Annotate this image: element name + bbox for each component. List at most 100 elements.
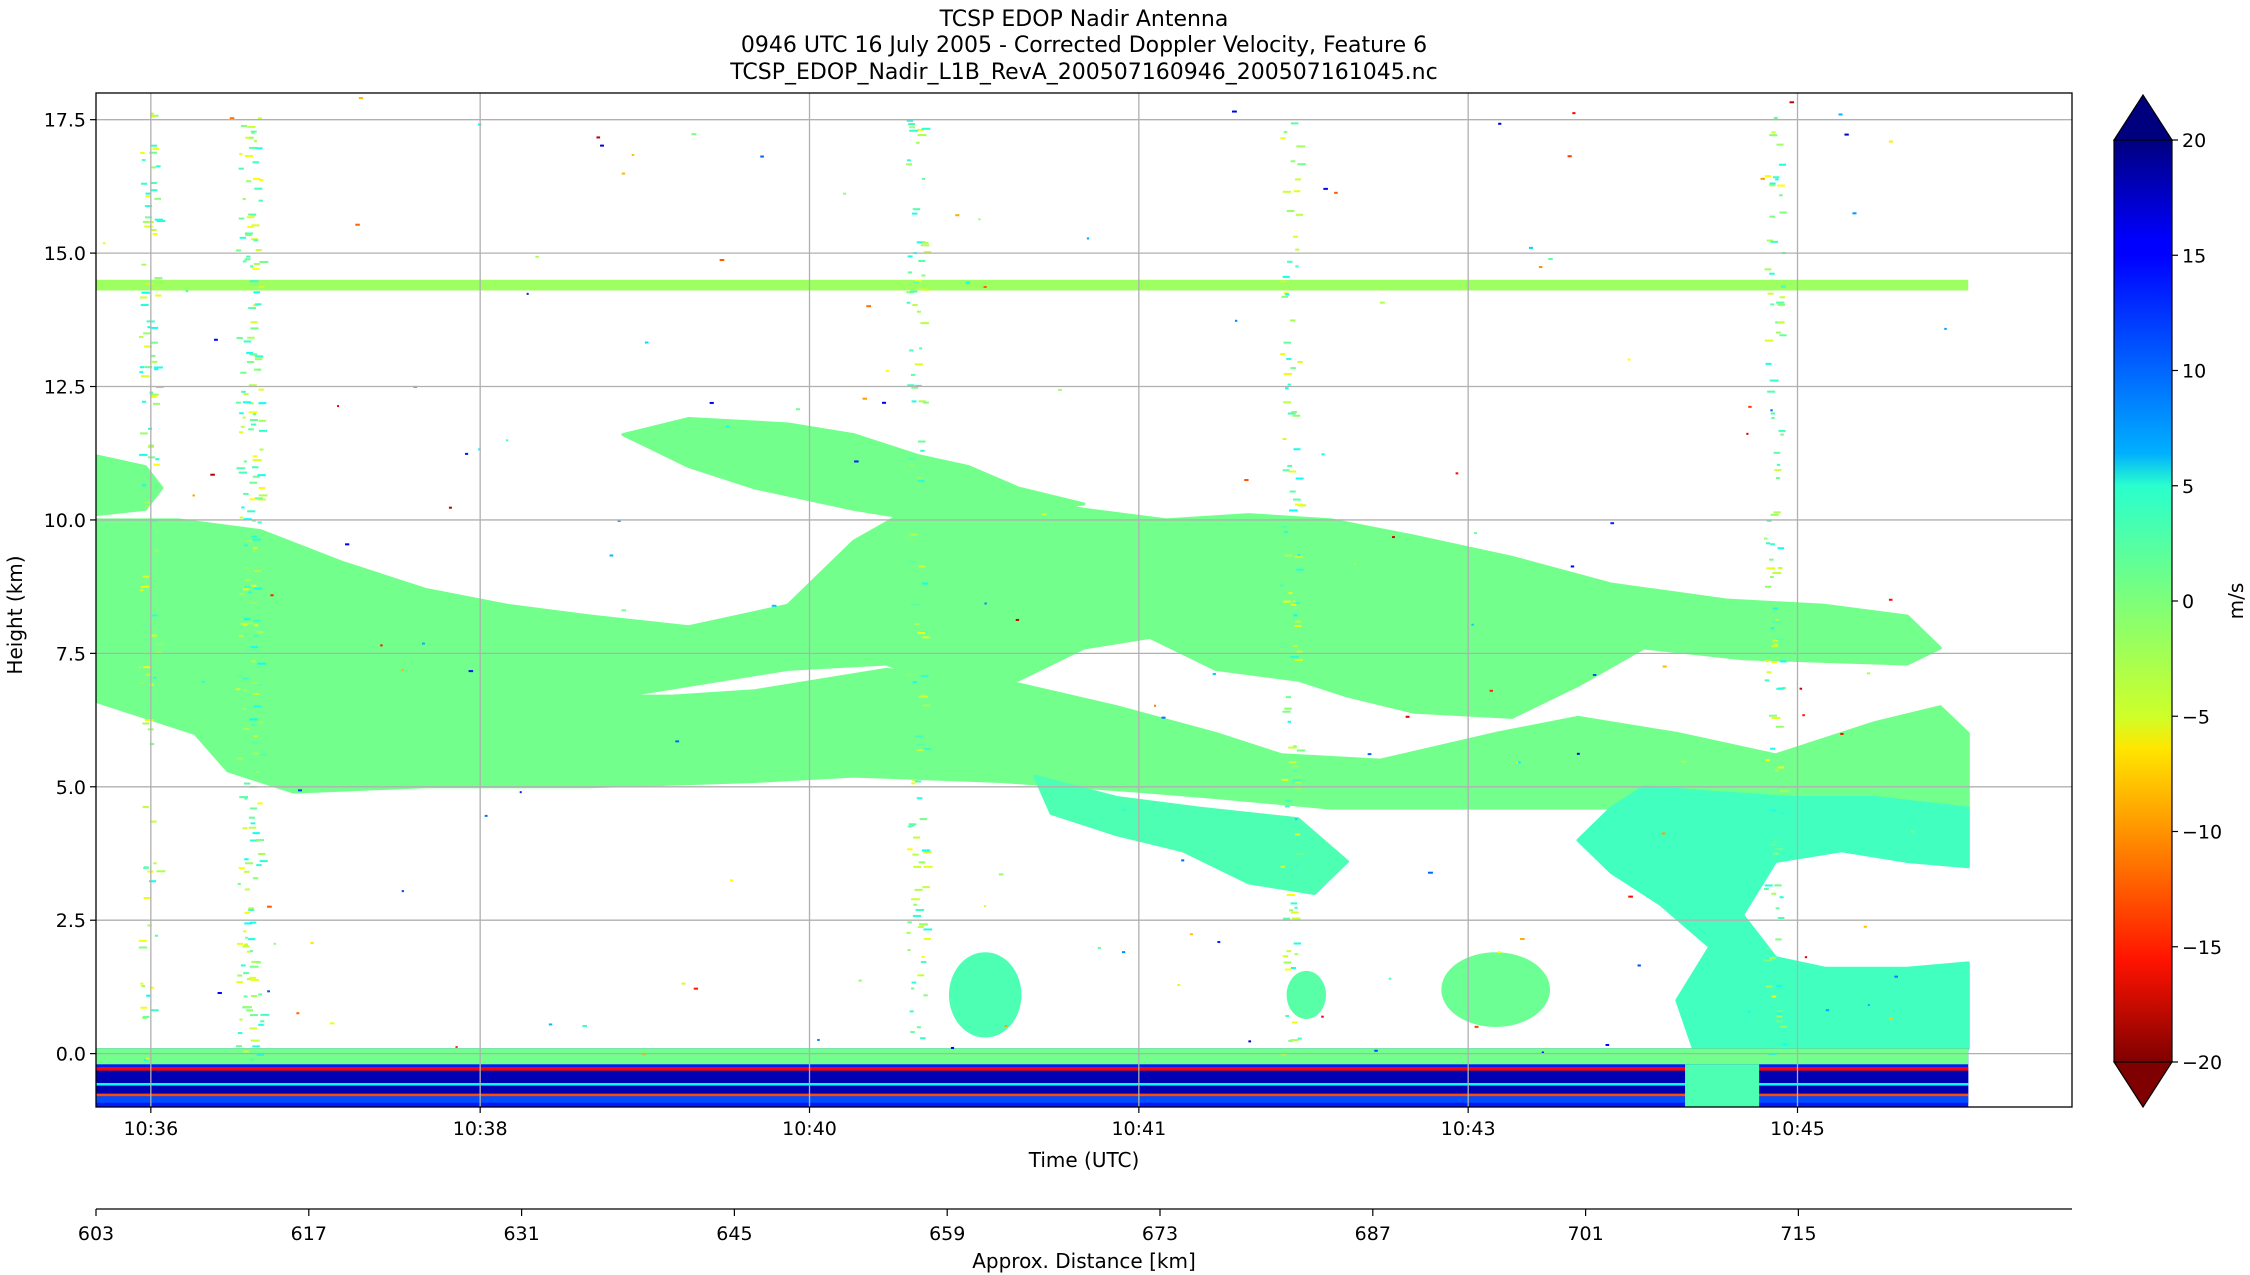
noise-speck [154, 368, 159, 371]
noise-speck [1775, 178, 1779, 181]
noise-speck [260, 1013, 270, 1016]
noise-speck [1294, 818, 1298, 821]
noise-speck [145, 673, 151, 676]
noise-speck [151, 614, 158, 617]
noise-speck [914, 735, 924, 738]
noise-speck [909, 349, 914, 352]
noise-speck [149, 393, 159, 396]
noise-speck [251, 960, 260, 963]
noise-speck [250, 130, 257, 133]
noise-speck [924, 250, 932, 253]
noise-speck [1288, 592, 1293, 595]
noise-speck [1455, 472, 1459, 475]
noise-speck [1217, 941, 1221, 944]
noise-speck [248, 428, 254, 431]
noise-speck [250, 1039, 260, 1042]
noise-speck [1888, 140, 1894, 143]
noise-speck [143, 866, 149, 869]
noise-speck [1776, 1012, 1783, 1015]
low-cloud-blob-1 [948, 952, 1022, 1038]
noise-speck [911, 987, 915, 990]
noise-speck [252, 693, 260, 696]
noise-speck [817, 1038, 820, 1041]
noise-speck [239, 1018, 243, 1021]
noise-speck [238, 471, 248, 474]
noise-speck [1863, 925, 1867, 928]
noise-speck [251, 723, 255, 726]
noise-speck [1769, 981, 1779, 984]
noise-speck [1294, 953, 1299, 956]
noise-speck [1086, 237, 1090, 240]
noise-speck [154, 277, 163, 280]
noise-speck [1776, 143, 1784, 146]
noise-speck [150, 115, 156, 118]
noise-speck [1284, 293, 1290, 296]
noise-speck [140, 585, 150, 588]
noise-speck [251, 132, 255, 135]
noise-speck [254, 624, 258, 627]
noise-speck [252, 267, 260, 270]
noise-speck [726, 425, 730, 428]
noise-speck [259, 261, 269, 264]
x-tick-label: 10:45 [1770, 1118, 1825, 1140]
noise-speck [907, 159, 911, 162]
noise-speck [258, 993, 263, 996]
noise-speck [1290, 902, 1297, 905]
noise-speck [248, 411, 258, 414]
noise-speck [1777, 1010, 1784, 1013]
noise-speck [1283, 292, 1289, 295]
noise-speck [923, 288, 930, 291]
y-axis-label: Height (km) [3, 555, 27, 674]
noise-speck [1572, 112, 1576, 115]
x-tick-label: 10:40 [782, 1118, 837, 1140]
noise-speck [1769, 957, 1776, 960]
noise-speck [421, 642, 425, 645]
noise-speck [1776, 463, 1781, 466]
noise-speck [1766, 947, 1770, 950]
noise-speck [243, 870, 250, 873]
noise-speck [1771, 645, 1779, 648]
noise-speck [255, 355, 264, 358]
noise-speck [253, 263, 261, 266]
noise-speck [1354, 563, 1357, 566]
noise-speck [1388, 977, 1392, 980]
noise-speck [1282, 955, 1287, 958]
noise-speck [918, 861, 926, 864]
noise-speck [1290, 603, 1297, 606]
noise-speck [252, 877, 259, 880]
noise-speck [1774, 840, 1781, 843]
noise-speck [1121, 808, 1127, 811]
noise-speck [139, 366, 145, 369]
noise-speck [1770, 543, 1775, 546]
noise-speck [978, 218, 981, 221]
noise-speck [922, 582, 929, 585]
noise-speck [246, 1009, 254, 1012]
noise-speck [1776, 301, 1785, 304]
noise-speck [153, 862, 157, 865]
noise-speck [248, 907, 254, 910]
noise-speck [139, 681, 145, 684]
noise-speck [1766, 567, 1776, 570]
velocity-field [96, 97, 1970, 1107]
noise-speck [248, 591, 252, 594]
noise-speck [1852, 212, 1857, 215]
noise-speck [260, 1020, 265, 1023]
noise-speck [917, 974, 925, 977]
noise-speck [911, 400, 917, 403]
noise-speck [256, 147, 263, 150]
noise-speck [142, 722, 150, 725]
noise-speck [140, 982, 144, 985]
noise-speck [908, 823, 917, 826]
noise-speck [259, 448, 264, 451]
noise-speck [153, 366, 163, 369]
noise-speck [252, 161, 260, 164]
noise-speck [243, 340, 251, 343]
noise-speck [154, 218, 164, 221]
noise-speck [1285, 799, 1293, 802]
noise-speck [1804, 956, 1808, 959]
noise-speck [1888, 598, 1893, 601]
noise-speck [1771, 131, 1776, 134]
noise-speck [1289, 319, 1296, 322]
noise-speck [1637, 964, 1641, 967]
noise-speck [1777, 303, 1785, 306]
